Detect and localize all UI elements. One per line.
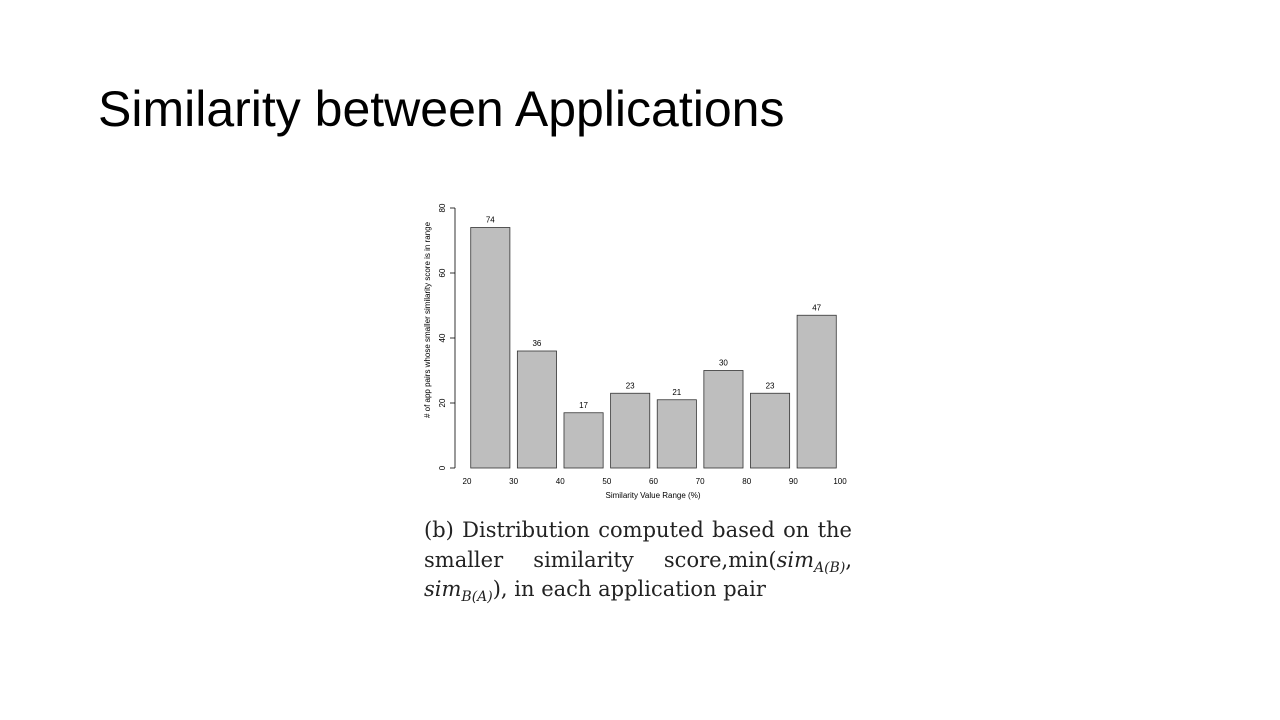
x-tick-label: 90 bbox=[789, 477, 798, 486]
bar bbox=[703, 370, 744, 469]
x-tick-label: 100 bbox=[833, 477, 847, 486]
value-label: 30 bbox=[719, 359, 728, 368]
caption-subscript: B(A) bbox=[461, 589, 493, 606]
caption-text: ), in each application pair bbox=[492, 577, 766, 601]
x-tick-label: 60 bbox=[649, 477, 658, 486]
x-tick-label: 50 bbox=[602, 477, 611, 486]
bar bbox=[610, 392, 651, 469]
x-tick-label: 40 bbox=[556, 477, 565, 486]
bar bbox=[656, 399, 697, 469]
caption-subscript: A(B) bbox=[813, 559, 846, 576]
bar bbox=[563, 412, 604, 469]
y-tick-label: 20 bbox=[438, 398, 447, 407]
caption-math: sim bbox=[776, 547, 814, 572]
y-tick-label: 0 bbox=[438, 465, 447, 470]
bar bbox=[750, 392, 791, 469]
x-axis-label: Similarity Value Range (%) bbox=[606, 491, 701, 500]
bar bbox=[470, 227, 511, 469]
x-tick-label: 30 bbox=[509, 477, 518, 486]
bar bbox=[516, 350, 557, 469]
slide-title: Similarity between Applications bbox=[98, 81, 784, 137]
value-label: 23 bbox=[626, 381, 635, 390]
caption-text: , bbox=[845, 547, 852, 572]
y-tick-label: 80 bbox=[438, 203, 447, 212]
x-tick-label: 80 bbox=[742, 477, 751, 486]
value-label: 23 bbox=[766, 381, 775, 390]
caption-text: (b) Distribution computed based on the s… bbox=[424, 518, 852, 572]
x-tick-label: 20 bbox=[463, 477, 472, 486]
y-tick-label: 40 bbox=[438, 333, 447, 342]
x-tick-label: 70 bbox=[696, 477, 705, 486]
caption-math: sim bbox=[424, 577, 462, 601]
y-axis-label: # of app pairs whose smaller similarity … bbox=[423, 221, 432, 418]
value-label: 17 bbox=[579, 401, 588, 410]
value-label: 74 bbox=[486, 216, 495, 225]
y-tick-label: 60 bbox=[438, 268, 447, 277]
value-label: 36 bbox=[532, 339, 541, 348]
figure-caption: (b) Distribution computed based on the s… bbox=[424, 516, 852, 605]
bar bbox=[796, 314, 837, 469]
value-label: 47 bbox=[812, 303, 821, 312]
value-label: 21 bbox=[672, 388, 681, 397]
